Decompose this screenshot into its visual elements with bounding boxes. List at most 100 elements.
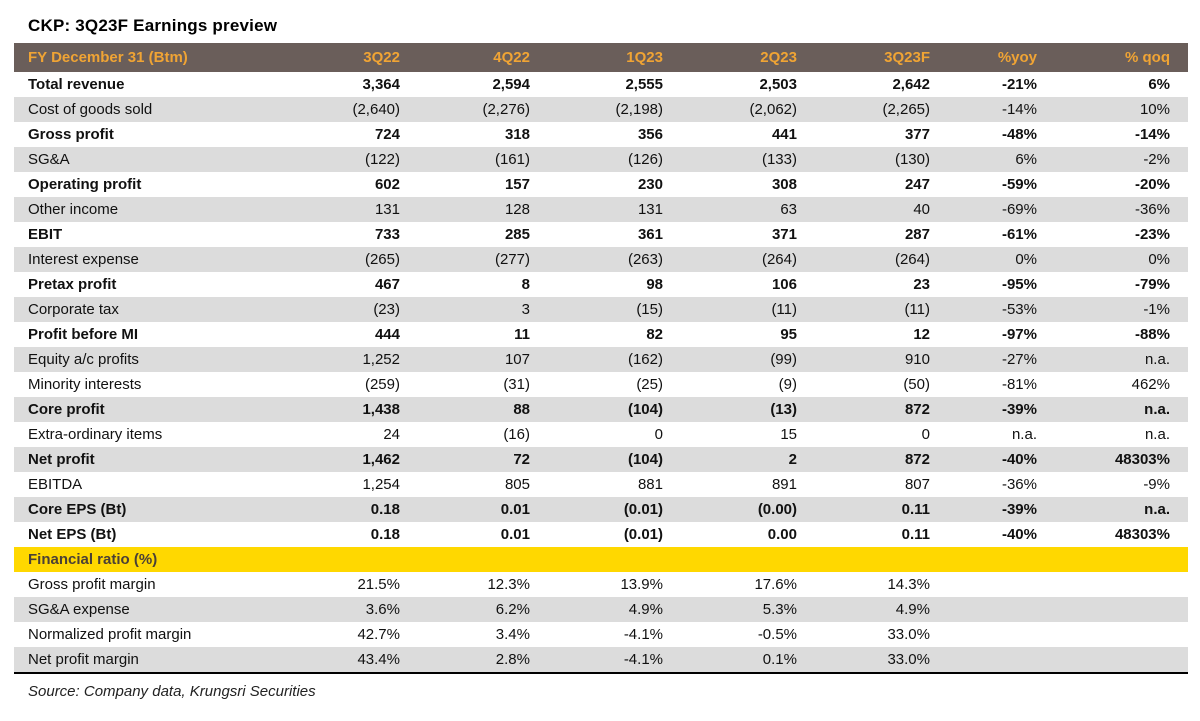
value-cell: 0.1% <box>762 651 797 668</box>
row-label: Other income <box>28 201 119 218</box>
value-cell: 308 <box>771 176 797 193</box>
value-cell: 444 <box>374 326 400 343</box>
value-cell: -14% <box>1134 126 1170 143</box>
table-row: SG&A (122) (161) (126) (133) (130) 6% -2% <box>14 147 1188 172</box>
value-cell: 21.5% <box>357 576 400 593</box>
value-cell: -21% <box>1001 76 1037 93</box>
value-cell: 0% <box>1015 251 1037 268</box>
table-row: Equity a/c profits 1,252 107 (162) (99) 910 -2… <box>14 347 1188 372</box>
value-cell: -95% <box>1001 276 1037 293</box>
row-label: Cost of goods sold <box>28 101 153 118</box>
value-cell: 1,252 <box>362 351 400 368</box>
value-cell: 0 <box>654 426 663 443</box>
value-cell: 8 <box>521 276 530 293</box>
source-note: Source: Company data, Krungsri Securitie… <box>28 683 316 700</box>
value-cell: (50) <box>903 376 930 393</box>
value-cell: 23 <box>913 276 930 293</box>
row-label: Net EPS (Bt) <box>28 526 117 543</box>
value-cell: 2,594 <box>492 76 530 93</box>
table-row: Net EPS (Bt) 0.18 0.01 (0.01) 0.00 0.11 -40% 48… <box>14 522 1188 547</box>
value-cell: 602 <box>374 176 400 193</box>
value-cell: 872 <box>904 451 930 468</box>
row-label: EBITDA <box>28 476 83 493</box>
row-label: Core EPS (Bt) <box>28 501 127 518</box>
table-row: Operating profit 602 157 230 308 247 -59% -20% <box>14 172 1188 197</box>
row-label: SG&A <box>28 151 70 168</box>
value-cell: 0.01 <box>500 526 530 543</box>
value-cell: 462% <box>1131 376 1170 393</box>
value-cell: 82 <box>646 326 663 343</box>
table-row: Interest expense (265) (277) (263) (264) (264… <box>14 247 1188 272</box>
value-cell: (259) <box>364 376 400 393</box>
value-cell: 12 <box>913 326 930 343</box>
value-cell: (2,640) <box>352 101 400 118</box>
value-cell: 371 <box>771 226 797 243</box>
value-cell: 0 <box>921 426 930 443</box>
value-cell: 361 <box>637 226 663 243</box>
value-cell: 230 <box>637 176 663 193</box>
value-cell: 95 <box>780 326 797 343</box>
value-cell: -40% <box>1001 451 1037 468</box>
value-cell: (161) <box>494 151 530 168</box>
value-cell: -1% <box>1143 301 1170 318</box>
table-row: SG&A expense 3.6% 6.2% 4.9% 5.3% 4.9% <box>14 597 1188 622</box>
value-cell: 441 <box>771 126 797 143</box>
value-cell: 2,642 <box>892 76 930 93</box>
value-cell: 733 <box>374 226 400 243</box>
value-cell: (162) <box>627 351 663 368</box>
value-cell: (0.00) <box>757 501 797 518</box>
value-cell: 910 <box>904 351 930 368</box>
value-cell: 24 <box>383 426 400 443</box>
row-label: Net profit <box>28 451 95 468</box>
value-cell: 13.9% <box>620 576 663 593</box>
value-cell: 0.18 <box>370 501 400 518</box>
value-cell: 157 <box>504 176 530 193</box>
row-label: Normalized profit margin <box>28 626 192 643</box>
value-cell: 0% <box>1148 251 1170 268</box>
row-label: Minority interests <box>28 376 142 393</box>
row-label: Operating profit <box>28 176 142 193</box>
value-cell: -14% <box>1001 101 1037 118</box>
value-cell: 0.00 <box>767 526 797 543</box>
value-cell: 1,254 <box>362 476 400 493</box>
table-row: Pretax profit 467 8 98 106 23 -95% -79% <box>14 272 1188 297</box>
value-cell: n.a. <box>1144 501 1170 518</box>
ratio-table-body: Gross profit margin 21.5% 12.3% 13.9% 17.6% 1… <box>14 572 1188 672</box>
value-cell: 356 <box>637 126 663 143</box>
value-cell: (104) <box>627 401 663 418</box>
value-cell: 40 <box>913 201 930 218</box>
table-row: Extra-ordinary items 24 (16) 0 15 0 n.a. n.a. <box>14 422 1188 447</box>
table-row: Gross profit margin 21.5% 12.3% 13.9% 17.6% 1… <box>14 572 1188 597</box>
value-cell: -79% <box>1134 276 1170 293</box>
row-label: Total revenue <box>28 76 125 93</box>
value-cell: (264) <box>894 251 930 268</box>
value-cell: -4.1% <box>623 626 663 643</box>
value-cell: 48303% <box>1114 526 1170 543</box>
value-cell: -23% <box>1134 226 1170 243</box>
row-label: EBIT <box>28 226 63 243</box>
value-cell: 891 <box>771 476 797 493</box>
value-cell: 881 <box>637 476 663 493</box>
value-cell: -53% <box>1001 301 1037 318</box>
value-cell: (265) <box>364 251 400 268</box>
value-cell: (23) <box>373 301 400 318</box>
value-cell: 6% <box>1148 76 1170 93</box>
value-cell: -48% <box>1001 126 1037 143</box>
value-cell: 805 <box>504 476 530 493</box>
row-label: Net profit margin <box>28 651 139 668</box>
value-cell: 131 <box>374 201 400 218</box>
value-cell: n.a. <box>1144 351 1170 368</box>
value-cell: 3 <box>521 301 530 318</box>
value-cell: 131 <box>637 201 663 218</box>
value-cell: (104) <box>627 451 663 468</box>
row-label: Pretax profit <box>28 276 117 293</box>
row-label: Profit before MI <box>28 326 139 343</box>
value-cell: -0.5% <box>757 626 797 643</box>
value-cell: (0.01) <box>623 501 663 518</box>
table-body: Total revenue 3,364 2,594 2,555 2,503 2,642 -2… <box>14 72 1188 547</box>
col-header-2q23: 2Q23 <box>760 49 797 66</box>
value-cell: -97% <box>1001 326 1037 343</box>
value-cell: -69% <box>1001 201 1037 218</box>
value-cell: 318 <box>504 126 530 143</box>
page-title: CKP: 3Q23F Earnings preview <box>28 16 278 35</box>
